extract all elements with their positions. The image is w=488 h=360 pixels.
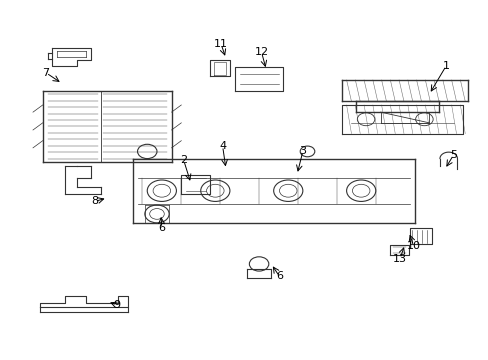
Text: 6: 6 (275, 271, 283, 282)
Text: 12: 12 (254, 47, 268, 57)
Text: 9: 9 (113, 300, 121, 310)
Text: 4: 4 (219, 141, 226, 151)
Text: 8: 8 (91, 197, 98, 206)
Text: 13: 13 (392, 253, 406, 264)
Text: 10: 10 (406, 241, 420, 251)
Text: 7: 7 (42, 68, 50, 78)
Text: 3: 3 (299, 147, 305, 157)
Text: 6: 6 (158, 223, 165, 233)
Text: 11: 11 (214, 39, 228, 49)
Text: 5: 5 (449, 150, 456, 160)
Text: 1: 1 (442, 61, 449, 71)
Text: 2: 2 (180, 156, 187, 165)
